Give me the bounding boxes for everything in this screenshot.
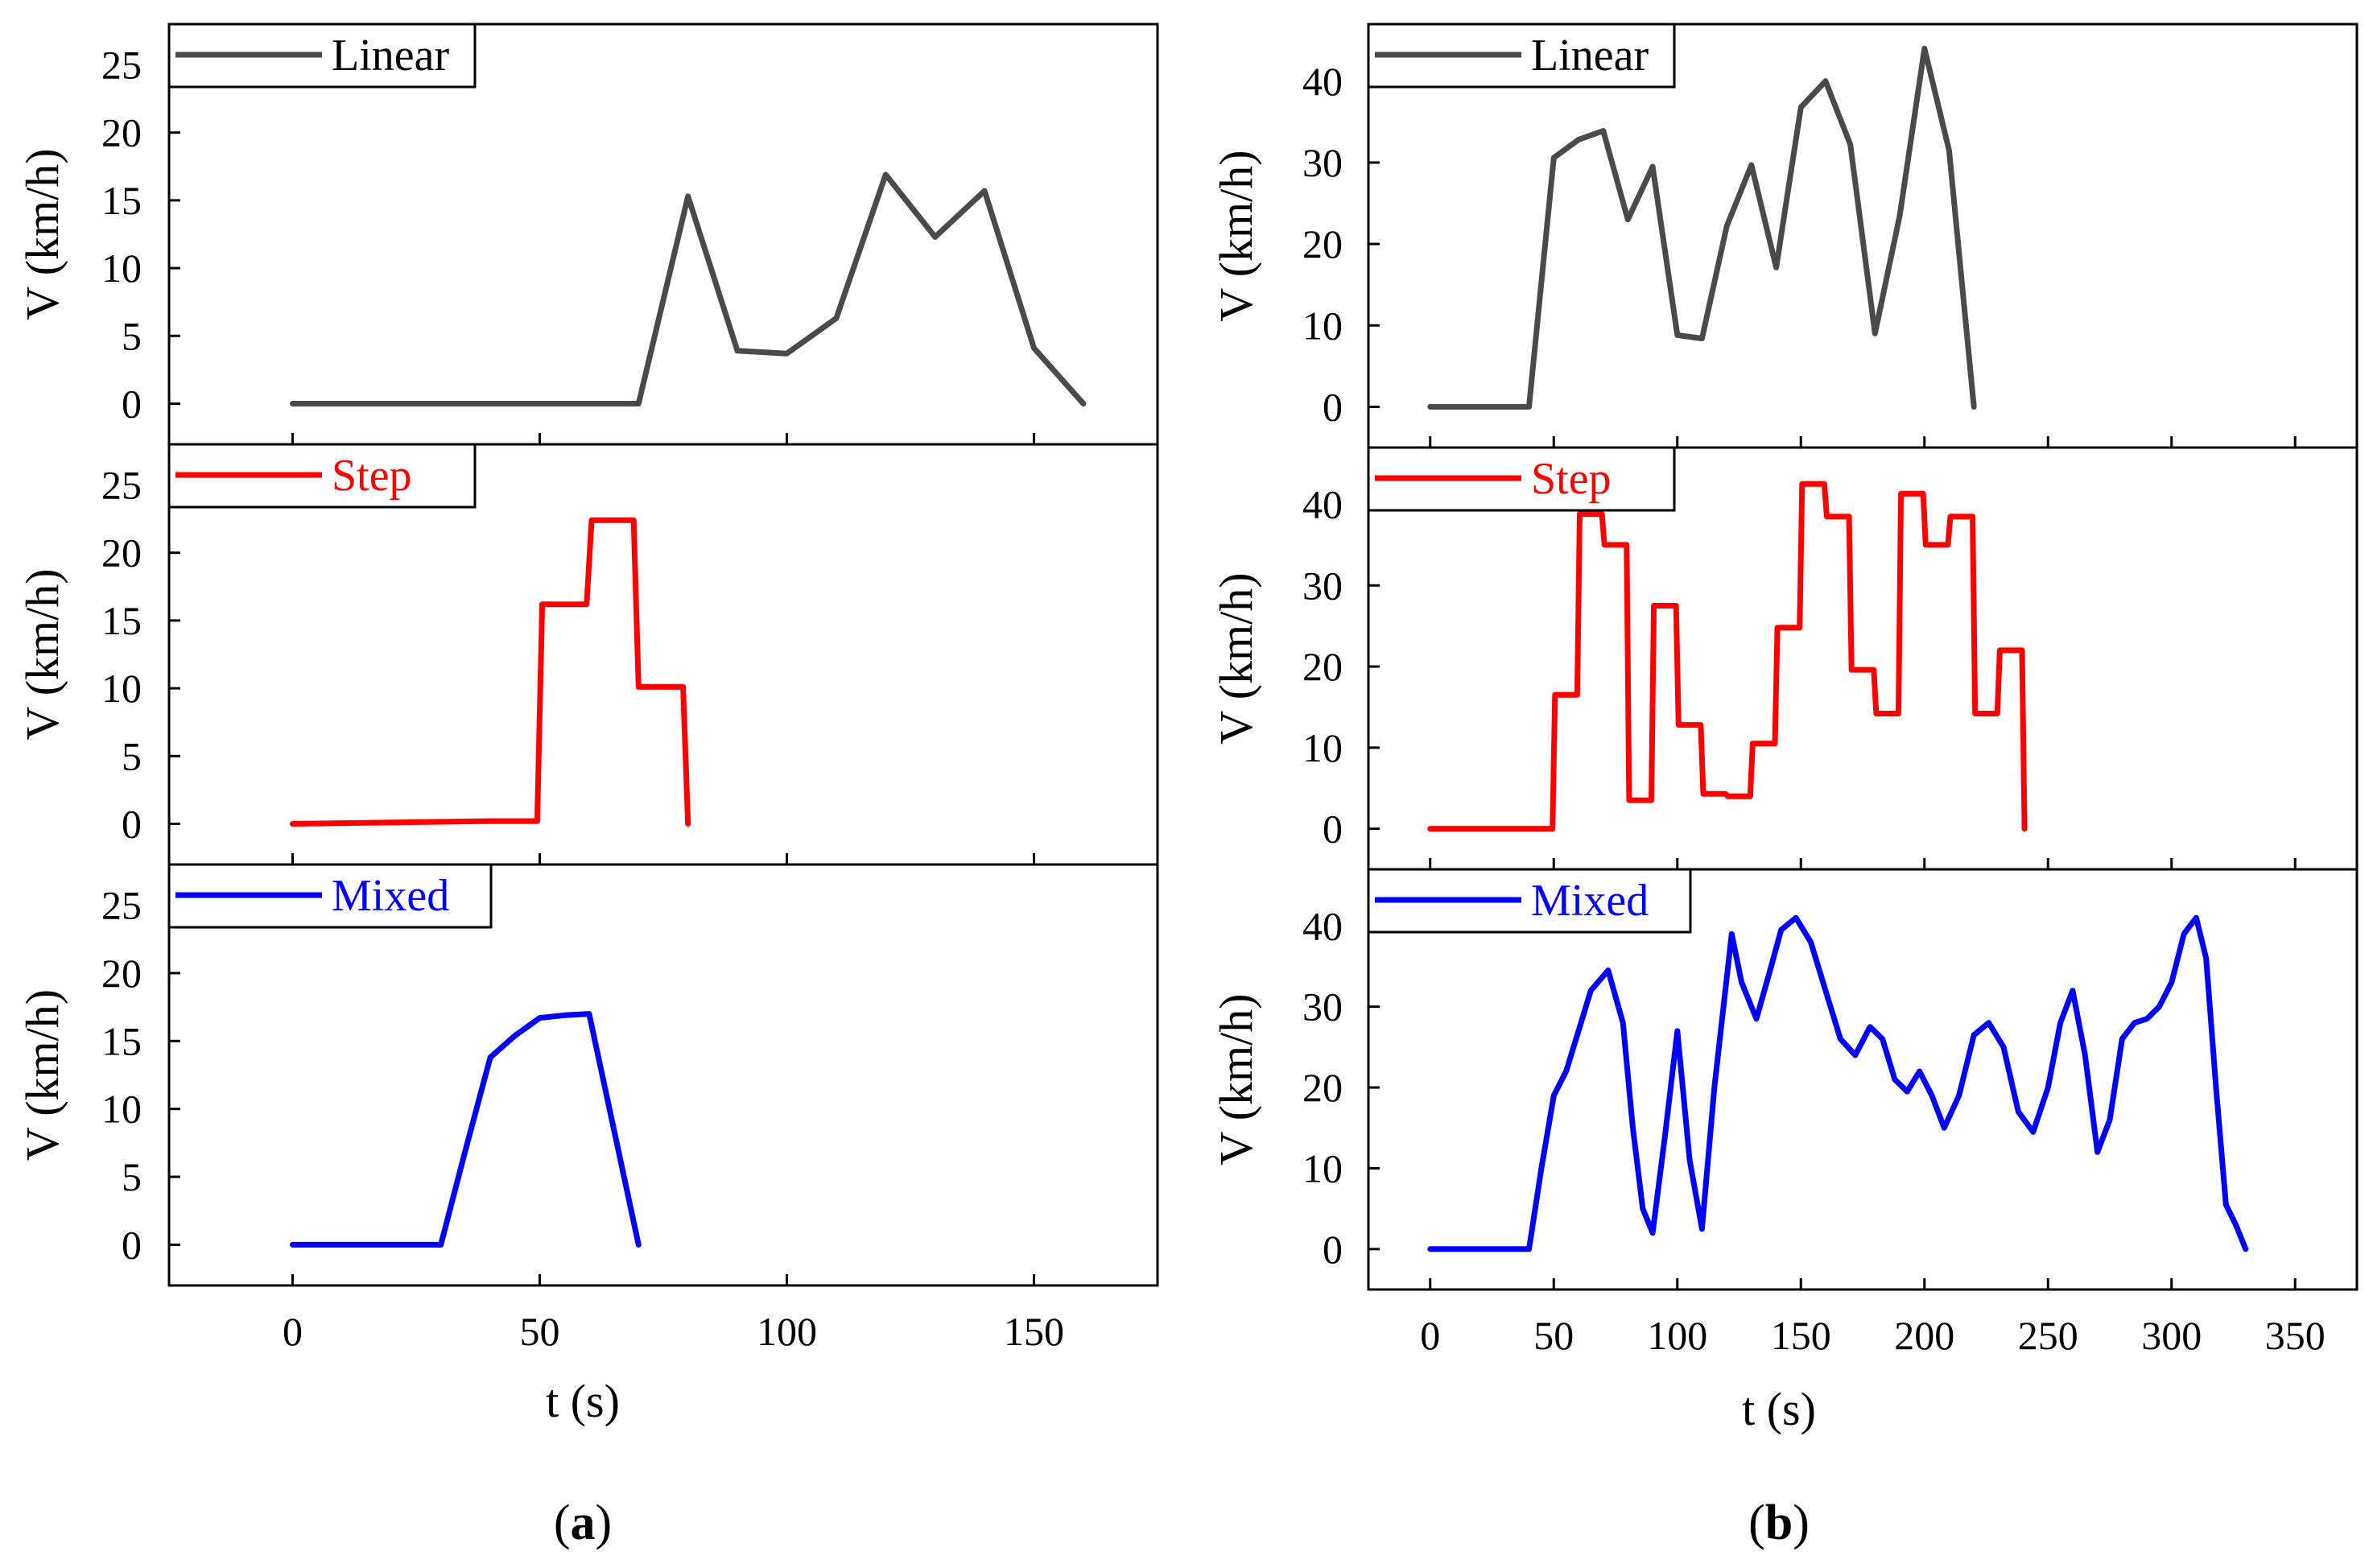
y-tick-label: 40 <box>1302 482 1343 527</box>
x-tick-label: 150 <box>1771 1313 1831 1358</box>
plot-frame <box>167 863 1159 1287</box>
x-tick-label: 300 <box>2141 1313 2202 1358</box>
legend-label: Mixed <box>1531 876 1649 926</box>
y-axis-title: V (km/h) <box>1210 993 1262 1165</box>
y-tick-label: 10 <box>1302 1145 1343 1190</box>
panel-a: 0 5 10 15 20 25 V (km/h) Linear 0 5 10 15 20 25 V (km/… <box>16 23 1159 1550</box>
subplot-a-mixed: 0 5 10 15 20 25 V (km/h) Mixed <box>16 863 1159 1287</box>
panel-label: (a) <box>554 1496 612 1550</box>
series-line-linear <box>1427 45 1977 410</box>
y-tick-label: 25 <box>101 883 142 928</box>
y-tick-label: 40 <box>1302 903 1343 948</box>
y-tick-label: 30 <box>1302 984 1343 1030</box>
y-tick-label: 20 <box>1302 1065 1343 1110</box>
subplot-b-mixed: 0 10 20 30 40 V (km/h) Mixed <box>1210 868 2359 1291</box>
x-tick-label: 100 <box>757 1309 817 1354</box>
legend-mixed: Mixed <box>167 863 493 929</box>
series-line-step <box>290 517 691 827</box>
y-tick-label: 20 <box>101 951 142 996</box>
subplot-a-linear: 0 5 10 15 20 25 V (km/h) Linear <box>16 23 1159 446</box>
y-tick-label: 25 <box>101 463 142 508</box>
legend-step: Step <box>167 443 477 509</box>
y-tick-label: 0 <box>1323 384 1343 429</box>
x-axis-title: t (s) <box>1742 1383 1816 1435</box>
x-tick-label: 100 <box>1647 1313 1707 1358</box>
y-tick-label: 20 <box>1302 221 1343 266</box>
y-tick-label: 15 <box>101 598 142 643</box>
y-tick-label: 0 <box>1323 1227 1343 1272</box>
y-axis-title: V (km/h) <box>16 568 68 740</box>
panel-label: (b) <box>1748 1496 1810 1550</box>
y-tick-label: 0 <box>1323 807 1343 852</box>
y-tick-label: 5 <box>122 1154 142 1199</box>
legend-label: Linear <box>1531 31 1649 80</box>
x-axis-title: t (s) <box>546 1375 620 1427</box>
y-tick-label: 25 <box>101 43 142 88</box>
series-line-mixed <box>290 1011 642 1248</box>
y-axis-title: V (km/h) <box>1210 572 1262 744</box>
y-axis-title: V (km/h) <box>1210 150 1262 321</box>
x-tick-label: 150 <box>1004 1309 1064 1354</box>
series-line-mixed <box>1427 914 2249 1252</box>
y-tick-label: 5 <box>122 313 142 358</box>
y-tick-label: 30 <box>1302 140 1343 185</box>
legend-mixed: Mixed <box>1367 868 1692 934</box>
panel-b: 0 10 20 30 40 V (km/h) Linear 0 10 20 30 40 V (km/h)… <box>1210 23 2359 1550</box>
y-tick-label: 15 <box>101 1018 142 1063</box>
x-tick-label: 50 <box>520 1309 560 1354</box>
y-tick-label: 0 <box>122 1222 142 1267</box>
legend-linear: Linear <box>167 23 477 89</box>
legend-linear: Linear <box>1367 23 1676 89</box>
y-tick-label: 5 <box>122 733 142 778</box>
y-tick-label: 0 <box>122 801 142 846</box>
plot-frame <box>1367 868 2359 1291</box>
y-tick-label: 0 <box>122 381 142 426</box>
legend-label: Step <box>1531 454 1612 504</box>
subplot-b-step: 0 10 20 30 40 V (km/h) Step <box>1210 446 2359 871</box>
y-tick-label: 15 <box>101 178 142 223</box>
x-tick-label: 250 <box>2018 1313 2078 1358</box>
y-tick-label: 20 <box>1302 644 1343 689</box>
y-tick-label: 30 <box>1302 563 1343 608</box>
y-tick-label: 10 <box>101 246 142 291</box>
y-axis-title: V (km/h) <box>16 148 68 320</box>
legend-label: Mixed <box>332 871 449 921</box>
y-tick-label: 10 <box>1302 303 1343 348</box>
y-tick-label: 10 <box>101 1087 142 1132</box>
legend-step: Step <box>1367 446 1676 512</box>
y-tick-label: 20 <box>101 530 142 576</box>
y-tick-label: 20 <box>101 110 142 155</box>
y-tick-label: 40 <box>1302 59 1343 104</box>
x-tick-label: 0 <box>283 1309 303 1354</box>
subplot-b-linear: 0 10 20 30 40 V (km/h) Linear <box>1210 23 2359 449</box>
x-tick-label: 350 <box>2265 1313 2326 1358</box>
x-tick-label: 0 <box>1420 1313 1440 1358</box>
subplot-a-step: 0 5 10 15 20 25 V (km/h) Step <box>16 443 1159 866</box>
legend-label: Step <box>332 451 412 501</box>
legend-label: Linear <box>332 31 449 80</box>
y-tick-label: 10 <box>101 666 142 711</box>
series-line-step <box>1427 481 2028 832</box>
y-axis-title: V (km/h) <box>16 989 68 1161</box>
x-tick-label: 50 <box>1533 1313 1574 1358</box>
series-line-linear <box>290 171 1087 406</box>
y-tick-label: 10 <box>1302 725 1343 770</box>
x-tick-label: 200 <box>1894 1313 1954 1358</box>
